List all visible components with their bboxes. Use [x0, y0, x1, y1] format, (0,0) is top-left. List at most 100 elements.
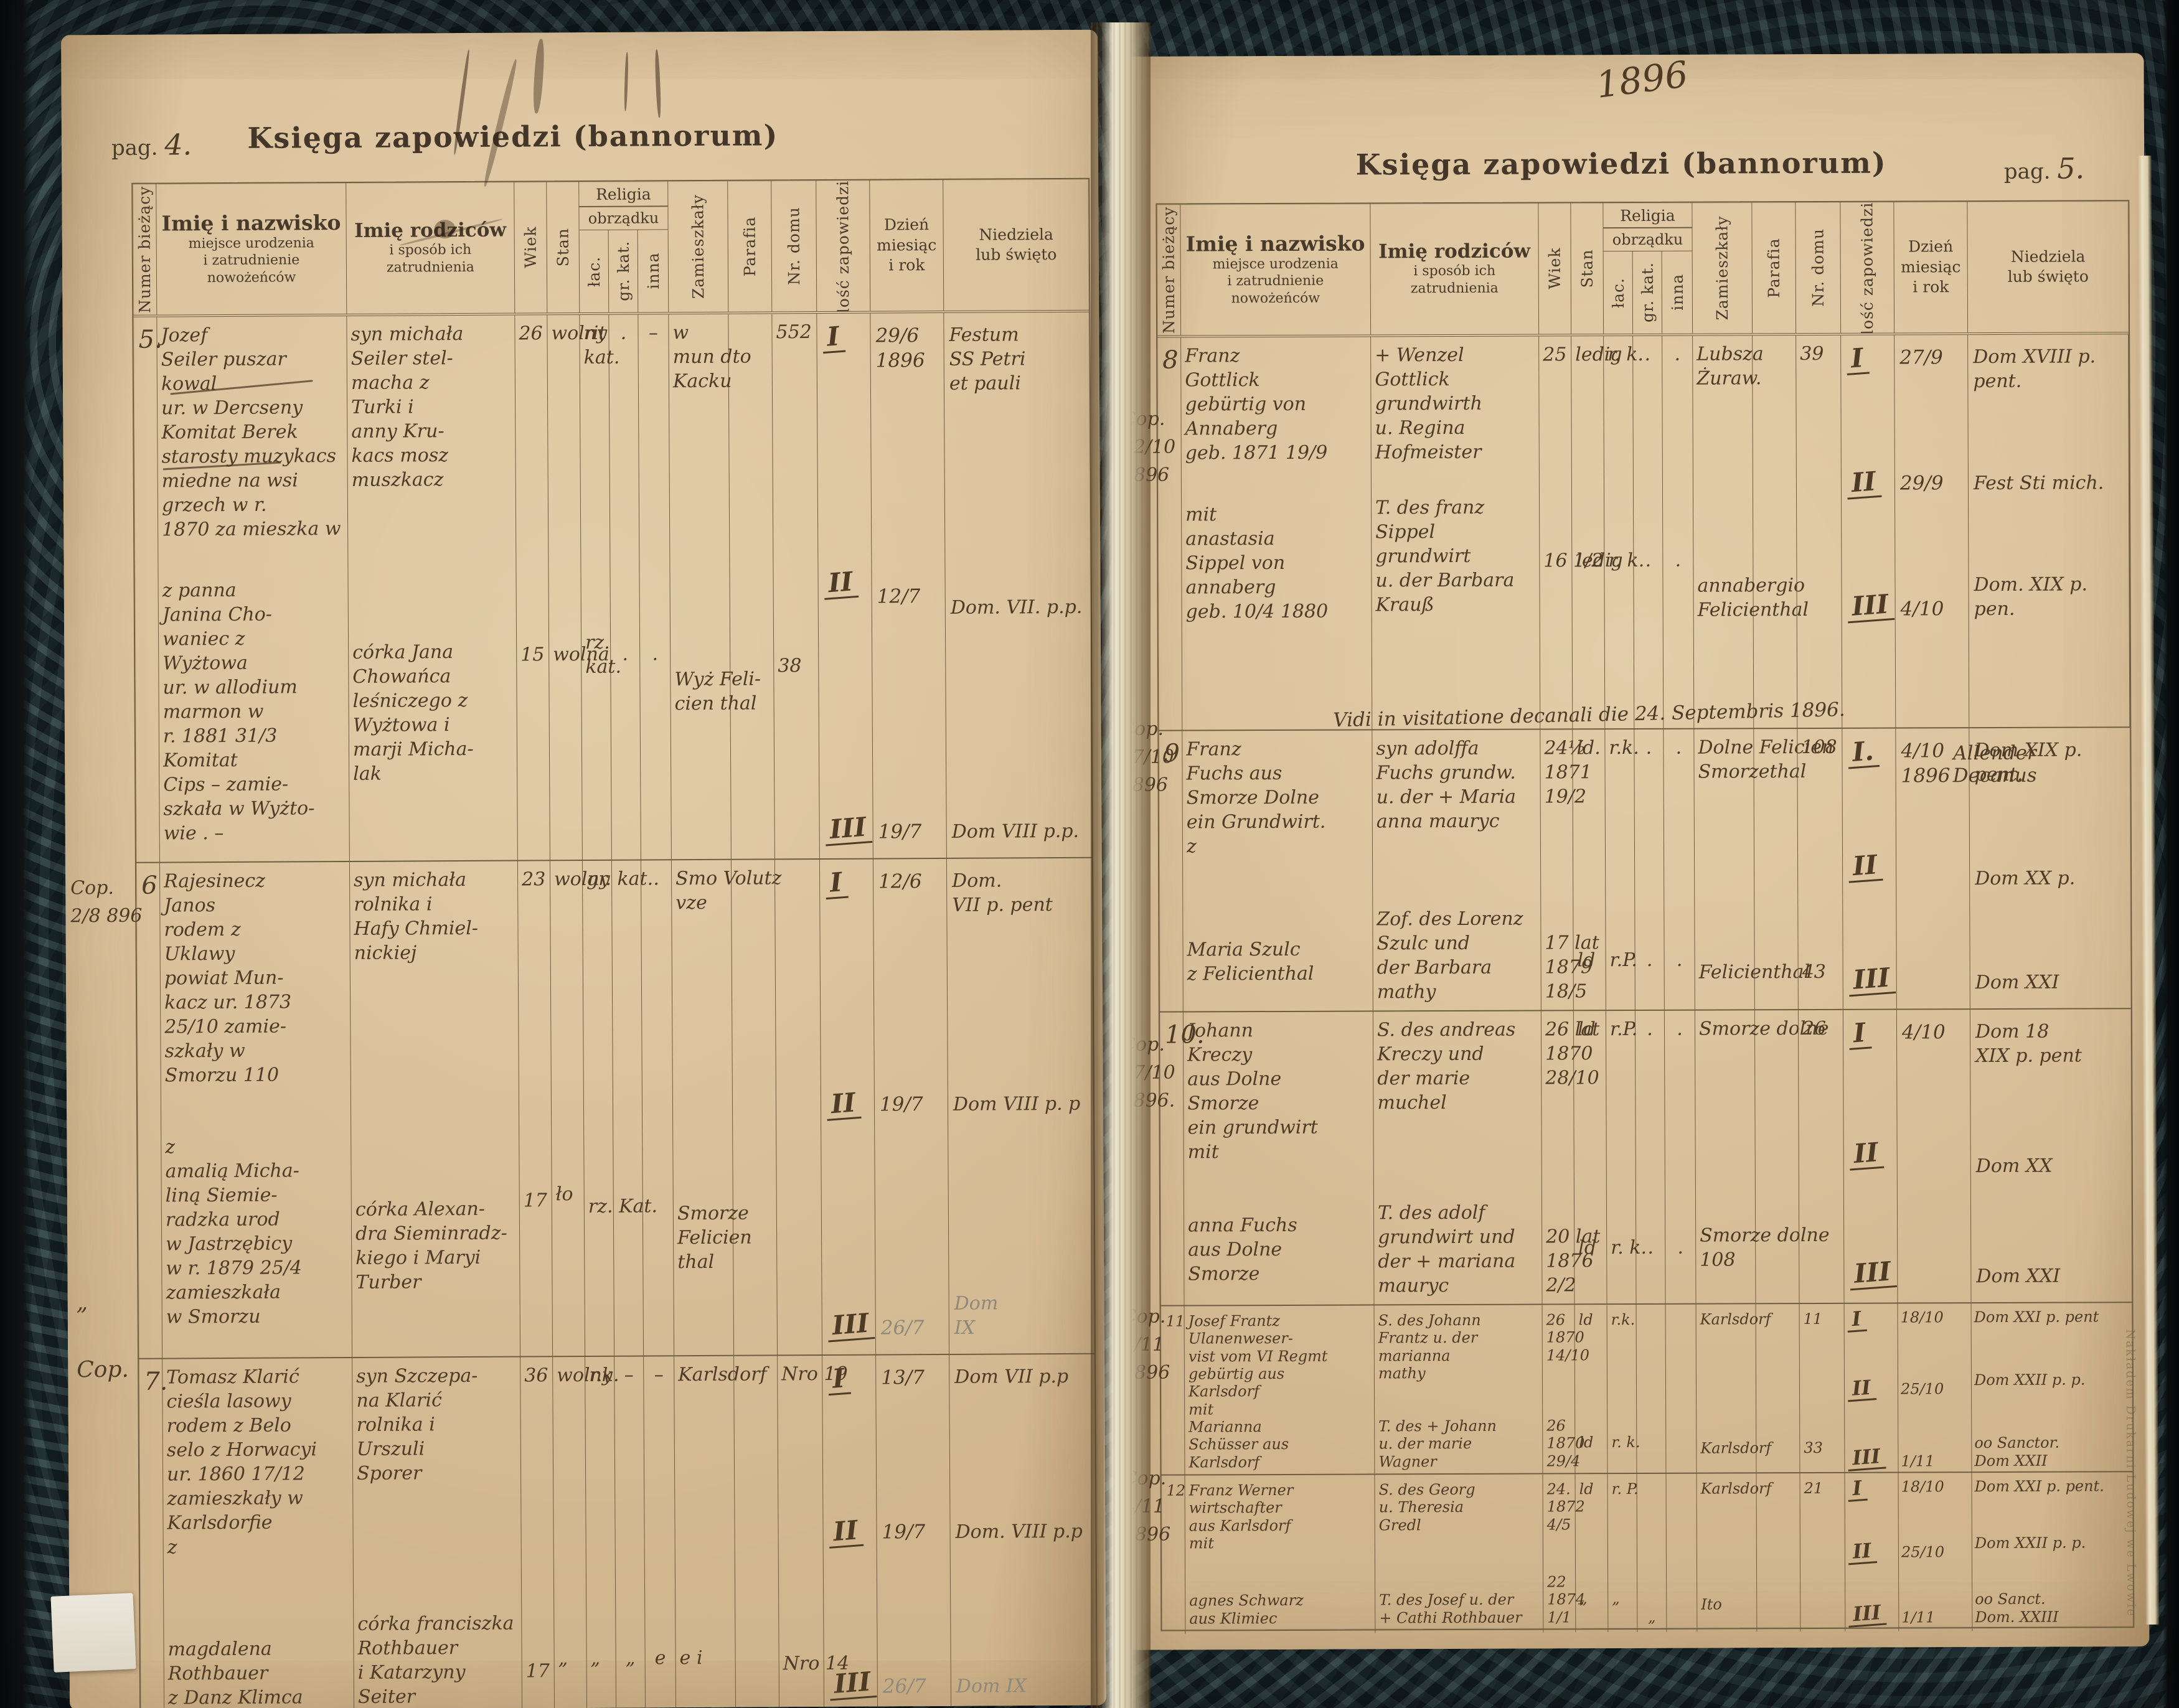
cell-banns-feasts: Dom XXI p. pent. Dom XXII p. p. oo Sanct… — [1972, 1472, 2133, 1631]
bann-feast: Dom XVIII p. pent. — [1973, 345, 2096, 393]
col-header-residence: Zamieszkały — [1692, 202, 1753, 334]
bann-numeral: II — [1848, 1137, 1885, 1171]
col-header-parish: Parafia — [1752, 202, 1797, 334]
rite-gr-mark: „ — [1648, 1608, 1656, 1626]
entry-number: 7. — [144, 1367, 168, 1396]
cell-rite-lat: r. P. „ — [1607, 1473, 1639, 1633]
col-header-name: Imię i nazwisko miejsce urodzenia i zatr… — [156, 182, 347, 315]
entry-row-12: 12 Franz Werner wirtschafter aus Karlsdo… — [1161, 1472, 2133, 1634]
bann-feast: Dom XXII p. p. — [1974, 1534, 2086, 1552]
col-header-banns-count: Ilość zapowiedzi — [1840, 202, 1895, 333]
rite-other-mark: . — [1677, 1018, 1683, 1040]
rite-gr-mark: . — [1644, 343, 1651, 365]
groom-name: Rajesinecz Janos rodem z Uklawy powiat M… — [163, 870, 292, 1087]
groom-status: ld — [1579, 1480, 1594, 1498]
cell-rite-gr: . . — [1634, 729, 1665, 1010]
groom-name: Jozef Seiler puszar kowal ur. w Dercseny… — [161, 324, 341, 541]
bride-status: „ — [1579, 1589, 1588, 1607]
cell-banns-count: I II III — [819, 859, 877, 1355]
rite-gr-mark: – — [624, 1364, 634, 1386]
bride-name: agnes Schwarz aus Klimiec — [1189, 1592, 1304, 1628]
rite-other-mark: e — [654, 1647, 666, 1669]
bann-numeral: I — [824, 866, 849, 900]
bann-numeral: I. — [1846, 736, 1880, 769]
entry-number: 5. — [138, 325, 162, 354]
bann-numeral: II — [827, 1514, 864, 1549]
cell-banns-feasts: Dom XVIII p. pent. Fest Sti mich. Dom. X… — [1968, 334, 2130, 728]
col-header-residence: Zamieszkały — [668, 181, 729, 312]
col-header-parents: Imię rodziców i sposób ich zatrudnienia — [346, 182, 515, 314]
rite-gr-mark: . — [620, 322, 627, 344]
bann-date: 19/7 — [882, 1520, 926, 1544]
col-header-rite-gr: gr. kat. — [614, 241, 633, 302]
groom-parents: + Wenzel Gottlick grundwirth u. Regina H… — [1375, 344, 1482, 464]
cell-banns-feasts: Dom XXI p. pent Dom XXII p. p. oo Sancto… — [1972, 1303, 2133, 1475]
col-header-banns-count: Ilość zapowiedzi — [816, 180, 871, 312]
bride-name: mit anastasia Sippel von annaberg geb. 1… — [1185, 504, 1329, 623]
cell-house-number: 39 — [1796, 335, 1843, 728]
cell-status: ld ld — [1574, 1305, 1608, 1476]
cell-status: wolny „ — [553, 1356, 613, 1708]
cell-residence: Karlsdorf e i — [674, 1356, 767, 1708]
cell-banns-feasts: Festum SS Petri et pauli Dom. VII. p.p. … — [944, 312, 1092, 858]
groom-house: 21 — [1804, 1479, 1824, 1498]
bann-feast: Dom VIII p.p. — [951, 820, 1080, 843]
bann-feast: Dom XXI — [1975, 971, 2059, 994]
bann-date: 18/10 — [1900, 1308, 1944, 1326]
cell-residence: Karlsdorf Ito — [1697, 1473, 1771, 1632]
cover-cloth-right — [2163, 0, 2179, 1708]
col-header-age: Wiek — [1538, 203, 1572, 334]
bann-date-pencil: 26/7 — [882, 1674, 926, 1698]
cell-parents: syn Szczepa- na Klarić rolnika i Urszuli… — [352, 1357, 523, 1708]
rite-gr-mark: „ — [625, 1647, 636, 1669]
bride-house: 43 — [1802, 960, 1826, 983]
cell-parents: syn michała rolnika i Hafy Chmiel- nicki… — [349, 861, 521, 1357]
bann-date: 1/11 — [1901, 1452, 1935, 1470]
cell-rite-gr: „ — [1637, 1473, 1667, 1632]
bann-feast: Dom. VIII p.p — [955, 1520, 1083, 1543]
cell-rite-gr: – „ — [614, 1356, 646, 1708]
bride-rite: „ — [1612, 1589, 1620, 1607]
groom-age: 26 — [519, 322, 543, 345]
cell-parish — [734, 1356, 780, 1708]
bann-feast: Fest Sti mich. — [1973, 471, 2104, 494]
entry-number: 6 — [141, 871, 158, 900]
bann-date: 25/10 — [1900, 1380, 1944, 1398]
cell-parents: + Wenzel Gottlick grundwirth u. Regina H… — [1371, 336, 1541, 730]
rite-other-mark — [647, 1206, 670, 1349]
bann-feast: oo Sanct. Dom. XXIII — [1975, 1590, 2059, 1626]
bann-numeral: I — [1847, 1476, 1868, 1502]
bride-status: ld — [1578, 1237, 1597, 1259]
groom-status: ld — [1577, 1018, 1596, 1041]
bann-numeral: I — [1847, 1017, 1872, 1050]
cell-age: 26 lat 1870 28/10 20 lat 1876 2/2 — [1541, 1011, 1600, 1304]
bride-status: „ — [558, 1648, 568, 1670]
book-gutter — [1091, 22, 1151, 1708]
rite-gr-mark: . — [1646, 949, 1653, 971]
cell-age: 24. 1872 4/5 22 1874 1/1 — [1543, 1474, 1585, 1633]
groom-name: Johann Kreczy aus Dolne Smorze ein grund… — [1187, 1020, 1318, 1163]
bann-feast-pencil: Dom IX — [954, 1292, 999, 1339]
cell-number: 8 — [1157, 337, 1183, 730]
col-header-religion: Religia obrządku łac. gr. kat. inna — [1603, 202, 1693, 334]
cell-names: Josef Frantz Ulanenweser- vist vom VI Re… — [1184, 1305, 1375, 1478]
bann-date: 4/10 — [1901, 1021, 1946, 1044]
page-right: 1896 pag. 5. Księga zapowiedzi (bannorum… — [1116, 53, 2150, 1650]
bann-numeral: III — [824, 812, 873, 847]
page-left: pag. 4. Księga zapowiedzi (bannorum) Cop… — [60, 29, 1107, 1708]
entry-row-6: 6 Rajesinecz Janos rodem z Uklawy powiat… — [136, 858, 1095, 1359]
cell-parish — [1754, 729, 1799, 1010]
cell-number: 7. — [139, 1359, 168, 1708]
cell-rite-other: . . — [1664, 729, 1695, 1010]
cell-parish — [1756, 1304, 1800, 1476]
copulata-note: „ Cop. — [76, 1290, 129, 1383]
table-header: Numer bieżący Imię i nazwisko miejsce ur… — [1157, 201, 2129, 338]
col-header-house-number: Nr. domu — [771, 181, 817, 312]
cell-banns-feasts: Dom. VII p. pent Dom VIII p. p Dom IX — [947, 858, 1094, 1354]
entry-row-8: 8 Franz Gottlick gebürtig von Annaberg g… — [1157, 334, 2130, 787]
bann-date: 1/11 — [1901, 1608, 1936, 1626]
ink-smudge — [654, 49, 662, 118]
groom-house: 11 — [1803, 1310, 1823, 1328]
cell-banns-feasts: Dom VII p.p Dom. VIII p.p Dom IX — [949, 1354, 1096, 1708]
